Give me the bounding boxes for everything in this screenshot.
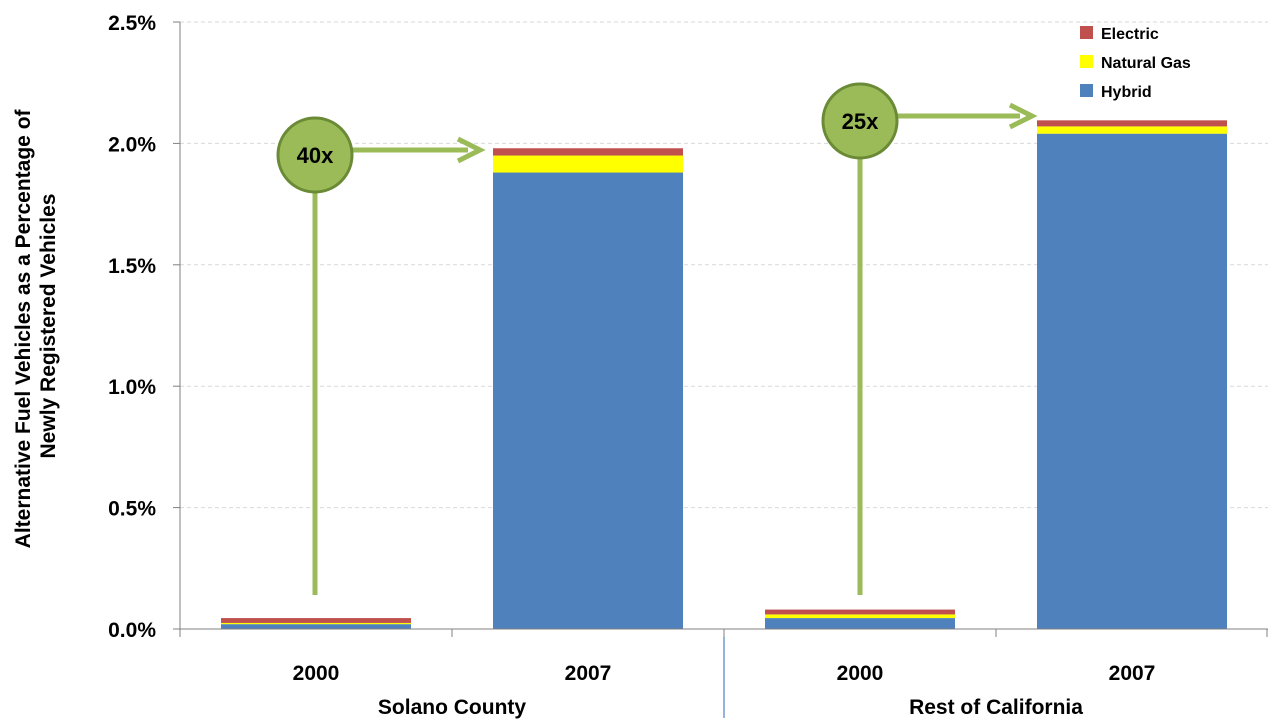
legend: Electric Natural Gas Hybrid (1080, 26, 1191, 101)
y-tick-label: 2.5% (108, 12, 156, 35)
bar-segment-natural-gas (493, 155, 683, 173)
x-category-label: 2007 (565, 662, 612, 685)
x-group-label: Rest of California (909, 696, 1083, 719)
y-tick-label: 0.5% (108, 498, 156, 521)
callout-circle (276, 116, 354, 194)
legend-swatch (1080, 26, 1093, 39)
legend-label: Natural Gas (1101, 55, 1191, 72)
callout-label: 40x (297, 143, 334, 168)
bar-segment-natural-gas (221, 622, 411, 625)
bar-segment-natural-gas (765, 614, 955, 619)
legend-label: Electric (1101, 26, 1159, 43)
x-category-labels: 2000 2007 2000 2007 Solano County Rest of Cal… (293, 662, 1156, 719)
callout-arrow-head (456, 136, 486, 164)
callout-label: 25x (842, 109, 879, 134)
x-category-label: 2007 (1109, 662, 1156, 685)
bar-segment-electric (221, 618, 411, 623)
y-tick-label: 2.0% (108, 133, 156, 156)
bar-segment-hybrid (493, 172, 683, 629)
y-tick-label: 1.0% (108, 376, 156, 399)
y-axis-title-line-1: Alternative Fuel Vehicles as a Percentag… (12, 108, 35, 548)
bar-segment-electric (493, 148, 683, 156)
bar-segment-hybrid (221, 624, 411, 629)
axes (173, 21, 1268, 718)
y-tick-label: 0.0% (108, 619, 156, 642)
x-group-label: Solano County (378, 696, 526, 719)
callout-circle (821, 82, 899, 160)
y-tick-labels: 0.0% 0.5% 1.0% 1.5% 2.0% 2.5% (108, 12, 156, 642)
x-category-label: 2000 (293, 662, 340, 685)
bar-segment-electric (1037, 120, 1227, 127)
bar-segment-hybrid (1037, 133, 1227, 630)
bar-segment-natural-gas (1037, 126, 1227, 134)
legend-swatch (1080, 84, 1093, 97)
x-category-label: 2000 (837, 662, 884, 685)
legend-swatch (1080, 55, 1093, 68)
y-tick-label: 1.5% (108, 255, 156, 278)
legend-label: Hybrid (1101, 84, 1152, 101)
bars (221, 120, 1227, 630)
callouts: 40x 25x (276, 82, 1038, 595)
y-axis-title: Alternative Fuel Vehicles as a Percentag… (12, 104, 60, 549)
bar-segment-hybrid (765, 618, 955, 629)
callout-arrow-head (1008, 102, 1038, 130)
bar-segment-electric (765, 609, 955, 615)
y-axis-title-line-2: Newly Registered Vehicles (37, 194, 60, 459)
